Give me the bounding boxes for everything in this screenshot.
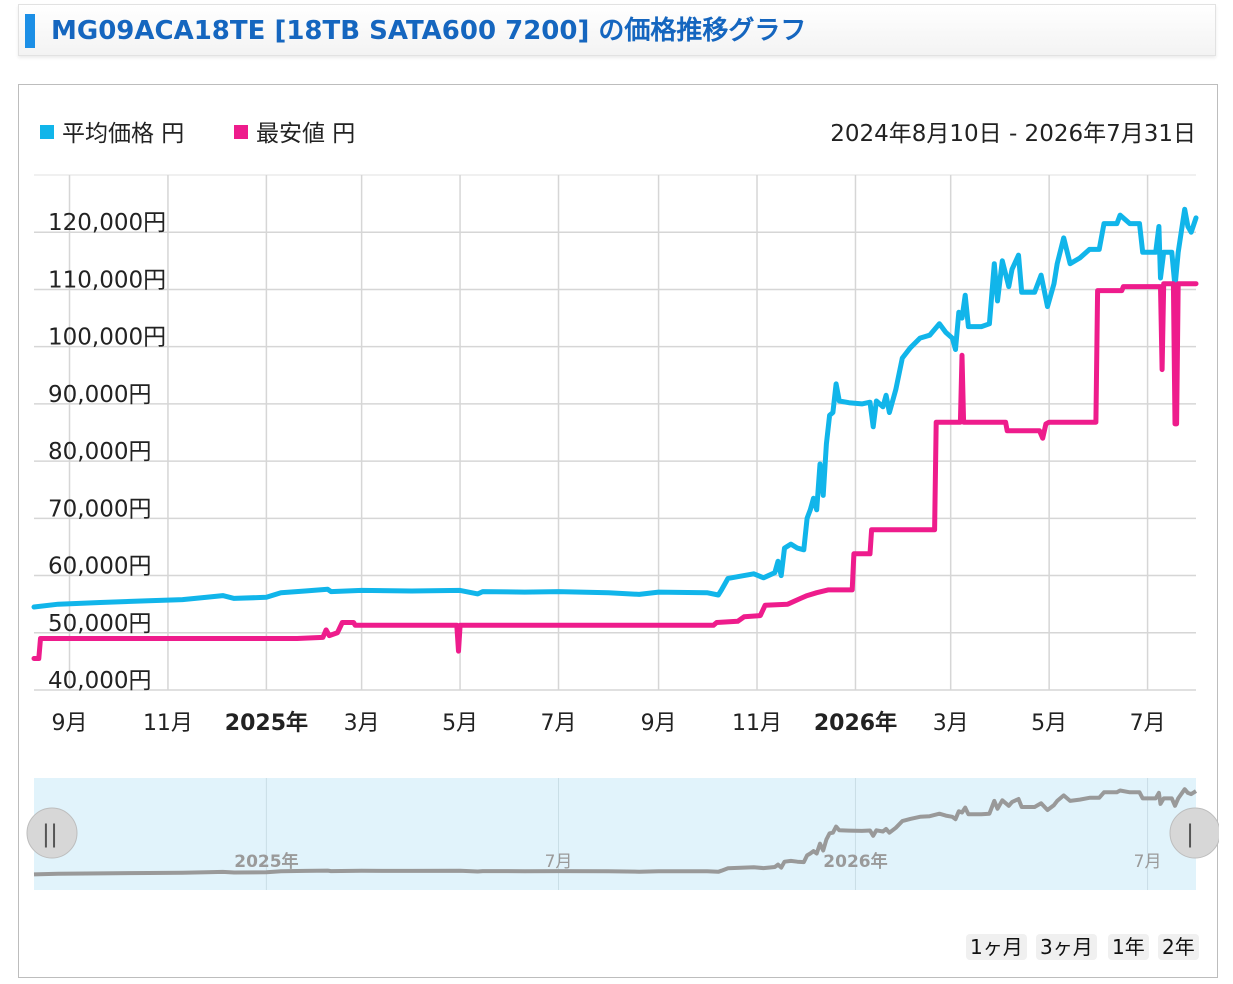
x-tick-label: 2025年 [225, 710, 308, 736]
range-button-2-years[interactable]: 2年 [1158, 934, 1199, 960]
x-tick-label: 11月 [143, 711, 193, 736]
x-tick-label: 9月 [641, 711, 677, 736]
navigator-label-jul-2026: 7月 [1134, 852, 1162, 872]
y-tick-label: 100,000円 [48, 325, 166, 351]
navigator-label-2025: 2025年 [234, 851, 298, 872]
navigator-handle-left[interactable]: || [26, 807, 78, 859]
y-tick-label: 90,000円 [48, 382, 151, 408]
series-lines [31, 206, 1199, 661]
y-tick-label: 60,000円 [48, 554, 151, 580]
x-tick-label: 9月 [52, 711, 88, 736]
range-button-1-year[interactable]: 1年 [1108, 934, 1149, 960]
range-button-1-month[interactable]: 1ヶ月 [966, 934, 1027, 960]
navigator-label-jul-2025: 7月 [545, 852, 573, 872]
x-tick-label: 7月 [1130, 711, 1166, 736]
navigator-series-line [33, 787, 1198, 877]
x-tick-label: 7月 [541, 711, 577, 736]
x-tick-label: 5月 [442, 711, 478, 736]
legend-swatch-average [40, 125, 54, 139]
x-tick-label: 2026年 [814, 710, 897, 736]
y-tick-label: 50,000円 [48, 611, 151, 637]
legend: 平均価格 円 最安値 円 [40, 121, 355, 147]
header-accent-bar [25, 14, 35, 48]
date-range-label: 2024年8月10日 - 2026年7月31日 [830, 121, 1196, 147]
average-price-line[interactable] [31, 206, 1199, 610]
navigator-label-2026: 2026年 [823, 851, 887, 872]
y-axis: 40,000円 50,000円 60,000円 70,000円 80,000円 90,00… [48, 210, 166, 694]
range-button-3-months[interactable]: 3ヶ月 [1036, 934, 1097, 960]
y-tick-label: 80,000円 [48, 439, 151, 465]
legend-label-average[interactable]: 平均価格 円 [62, 121, 184, 147]
grip-icon: || [42, 820, 58, 848]
x-tick-label: 5月 [1031, 711, 1067, 736]
navigator[interactable]: 2025年 7月 2026年 7月 || | [26, 778, 1221, 890]
page-header: MG09ACA18TE [18TB SATA600 7200] の価格推移グラフ [18, 4, 1216, 56]
y-tick-label: 120,000円 [48, 210, 166, 236]
y-tick-label: 110,000円 [48, 267, 166, 293]
grip-icon: | [1186, 820, 1194, 848]
y-tick-label: 70,000円 [48, 496, 151, 522]
page-title: MG09ACA18TE [18TB SATA600 7200] の価格推移グラフ [51, 16, 807, 46]
navigator-handle-right[interactable]: | [1169, 807, 1221, 859]
x-tick-label: 11月 [732, 711, 782, 736]
y-tick-label: 40,000円 [48, 668, 151, 694]
legend-swatch-lowest [234, 125, 248, 139]
lowest-price-line[interactable] [31, 281, 1199, 661]
x-tick-label: 3月 [344, 711, 380, 736]
x-tick-label: 3月 [933, 711, 969, 736]
legend-label-lowest[interactable]: 最安値 円 [256, 121, 355, 147]
x-axis: 9月 11月 2025年 3月 5月 7月 9月 11月 2026年 3月 5月 7月 [52, 710, 1166, 736]
